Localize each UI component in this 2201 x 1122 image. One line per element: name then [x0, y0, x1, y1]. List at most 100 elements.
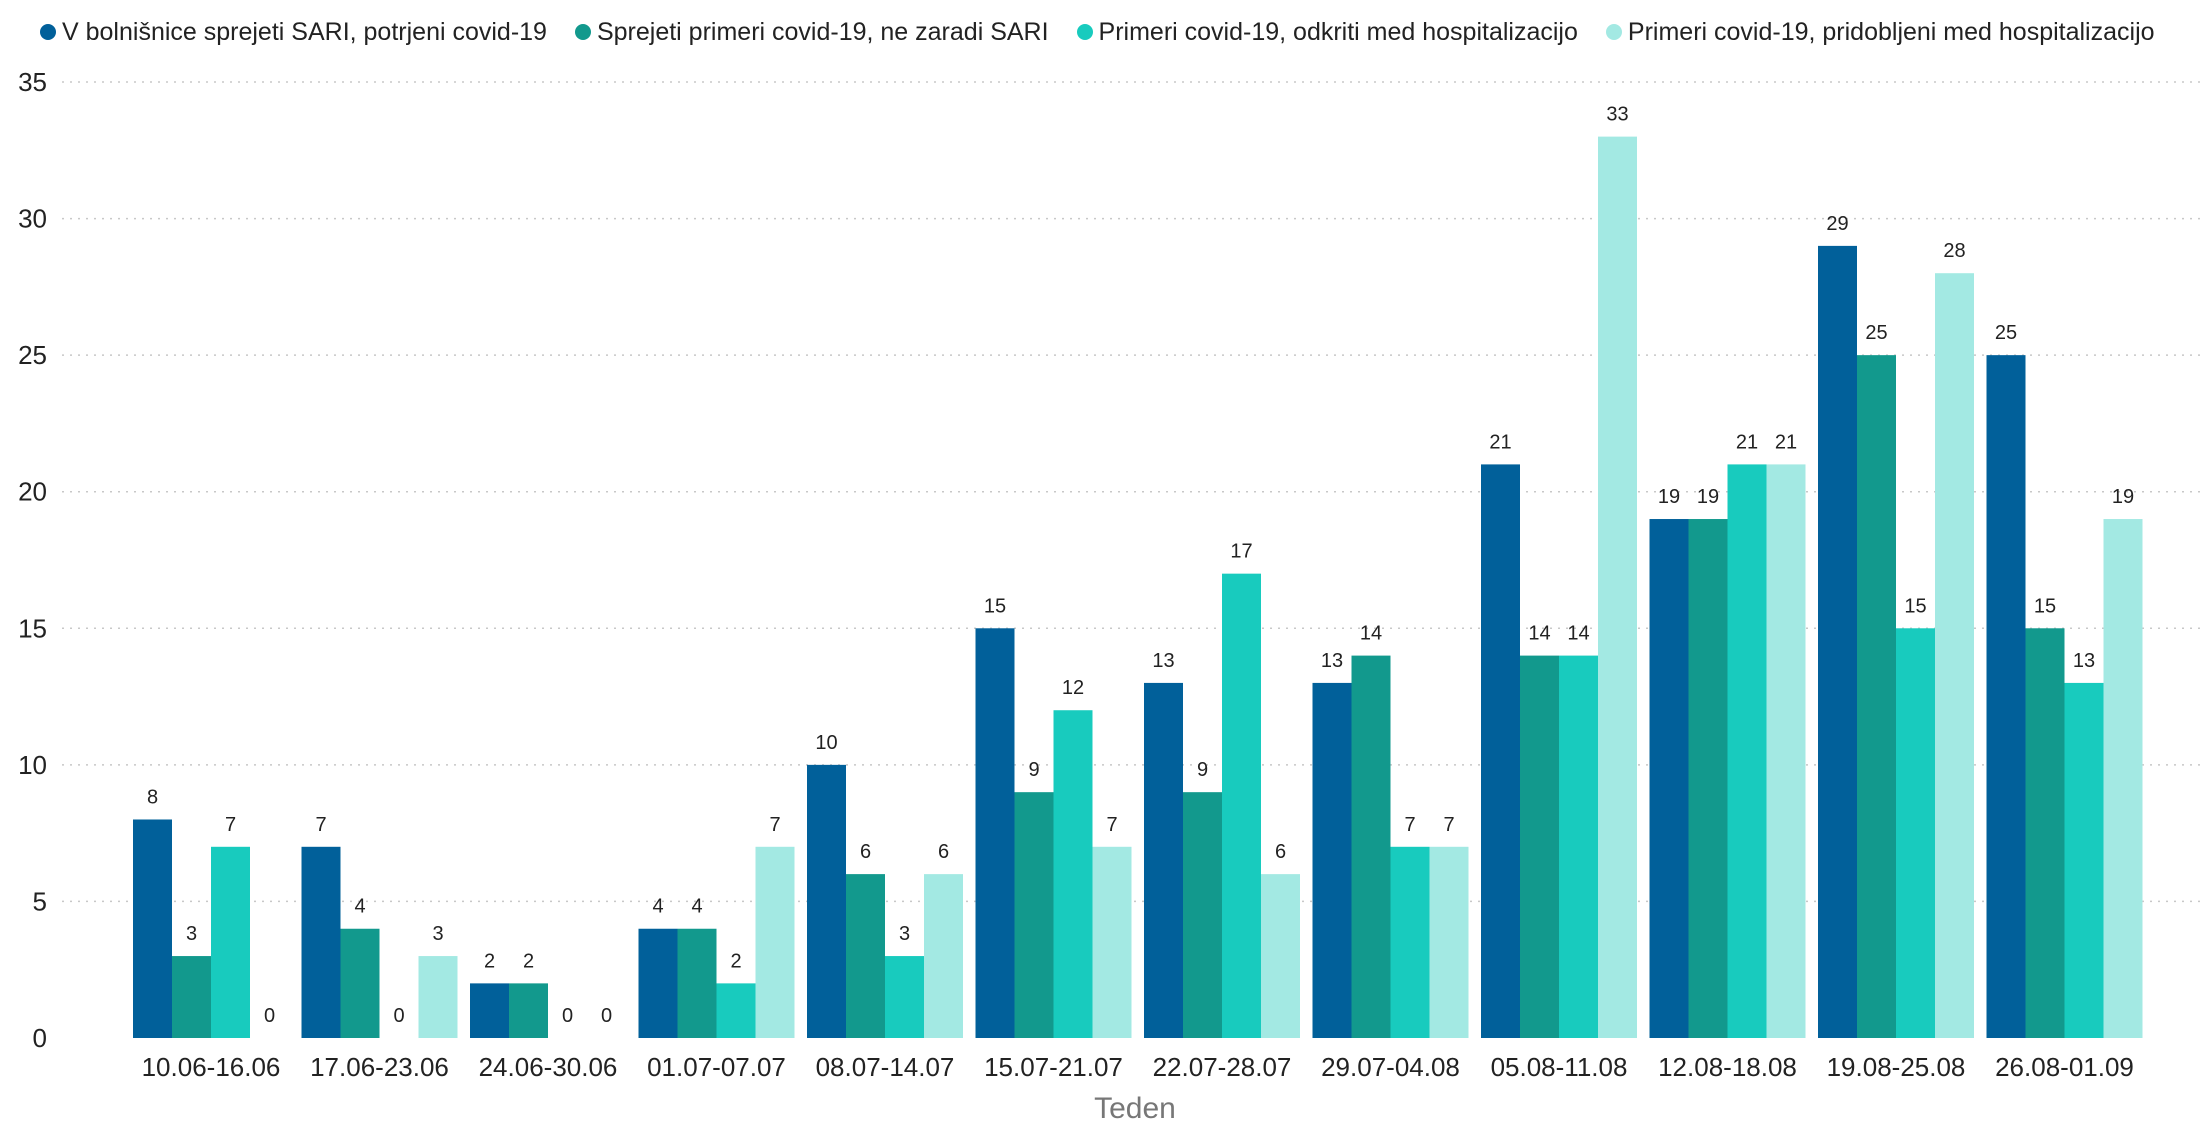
data-label: 19 [2112, 486, 2134, 508]
x-tick-label: 19.08-25.08 [1827, 1052, 1966, 1082]
legend-label: Primeri covid-19, odkriti med hospitaliz… [1098, 17, 1578, 46]
data-label: 10 [815, 732, 837, 754]
legend-label: Sprejeti primeri covid-19, ne zaradi SAR… [596, 17, 1049, 46]
bar [1092, 846, 1132, 1038]
data-label: 17 [1230, 541, 1252, 563]
x-tick-label: 22.07-28.07 [1153, 1052, 1292, 1082]
x-tick-label: 24.06-30.06 [479, 1052, 618, 1082]
x-tick-label: 26.08-01.09 [1995, 1052, 2134, 1082]
data-label: 3 [432, 923, 443, 945]
data-label: 28 [1943, 240, 1965, 262]
data-label: 29 [1826, 213, 1848, 235]
legend-marker [1605, 24, 1622, 40]
data-label: 14 [1360, 623, 1382, 645]
data-label: 19 [1697, 486, 1719, 508]
bar [1520, 655, 1559, 1038]
y-tick-label: 30 [18, 204, 47, 234]
data-label: 7 [1106, 814, 1117, 836]
bar [340, 928, 380, 1038]
data-label: 21 [1489, 431, 1511, 453]
data-label: 9 [1197, 759, 1208, 781]
legend-item[interactable]: Sprejeti primeri covid-19, ne zaradi SAR… [574, 17, 1049, 47]
bar [2103, 519, 2143, 1038]
legend-marker [1076, 24, 1093, 40]
bar [1857, 355, 1896, 1039]
bar [975, 628, 1015, 1038]
y-tick-label: 15 [18, 613, 47, 643]
bar [172, 956, 211, 1038]
bar [716, 983, 756, 1038]
legend-marker [40, 24, 56, 40]
y-tick-label: 10 [18, 750, 47, 780]
legend-label: V bolnišnice sprejeti SARI, potrjeni cov… [62, 17, 547, 46]
x-tick-label: 15.07-21.07 [984, 1052, 1123, 1082]
bar [2064, 682, 2104, 1038]
data-label: 9 [1028, 759, 1039, 781]
x-tick-label: 01.07-07.07 [647, 1052, 786, 1082]
x-tick-label: 12.08-18.08 [1658, 1052, 1797, 1082]
bar [1896, 628, 1935, 1038]
data-label: 4 [354, 896, 365, 918]
bar [470, 983, 509, 1038]
data-label: 7 [225, 814, 236, 836]
data-label: 25 [1865, 322, 1887, 344]
data-label: 21 [1775, 431, 1797, 453]
data-label: 15 [2034, 595, 2056, 617]
bar [2025, 628, 2065, 1038]
bar [1429, 846, 1469, 1038]
data-label: 15 [1904, 595, 1926, 617]
bar [509, 983, 548, 1038]
data-label: 0 [393, 1005, 404, 1027]
y-tick-label: 20 [18, 477, 47, 507]
bar [301, 846, 341, 1038]
bar [846, 874, 885, 1038]
x-tick-label: 29.07-04.08 [1321, 1052, 1460, 1082]
data-label: 3 [186, 923, 197, 945]
bar [1390, 846, 1430, 1038]
bar [1014, 792, 1054, 1038]
legend-marker [574, 24, 591, 40]
data-label: 13 [1321, 650, 1343, 672]
data-label: 3 [899, 923, 910, 945]
data-label: 6 [860, 841, 871, 863]
bar [1053, 710, 1093, 1038]
data-label: 4 [691, 896, 702, 918]
legend-item[interactable]: V bolnišnice sprejeti SARI, potrjeni cov… [40, 18, 547, 47]
data-label: 14 [1567, 623, 1589, 645]
y-tick-label: 35 [18, 67, 47, 97]
legend-label: Primeri covid-19, pridobljeni med hospit… [1627, 17, 2155, 46]
bar [1935, 273, 1974, 1038]
data-label: 25 [1995, 322, 2017, 344]
data-label: 7 [315, 814, 326, 836]
x-axis-title: Teden [1094, 1092, 1176, 1122]
legend-item[interactable]: Primeri covid-19, pridobljeni med hospit… [1605, 17, 2155, 47]
y-tick-label: 25 [18, 340, 47, 370]
bar [885, 956, 924, 1038]
y-tick-label: 5 [33, 886, 47, 916]
data-label: 7 [769, 814, 780, 836]
bar [755, 846, 795, 1038]
data-label: 2 [523, 950, 534, 972]
bar [638, 928, 678, 1038]
bar [1312, 682, 1352, 1038]
data-label: 7 [1443, 814, 1454, 836]
bar [211, 846, 250, 1038]
bar [1818, 245, 1857, 1038]
data-label: 0 [264, 1005, 275, 1027]
data-label: 4 [652, 896, 663, 918]
data-label: 0 [562, 1005, 573, 1027]
data-label: 13 [2073, 650, 2095, 672]
data-label: 2 [484, 950, 495, 972]
data-label: 2 [730, 950, 741, 972]
bar [1481, 464, 1520, 1038]
bar [1766, 464, 1806, 1038]
data-label: 6 [938, 841, 949, 863]
bar [1598, 136, 1637, 1039]
bar [1183, 792, 1222, 1038]
bar [1222, 573, 1261, 1038]
data-label: 15 [984, 595, 1006, 617]
y-tick-label: 0 [33, 1023, 47, 1053]
legend-item[interactable]: Primeri covid-19, odkriti med hospitaliz… [1076, 17, 1578, 47]
bar [1727, 464, 1767, 1038]
